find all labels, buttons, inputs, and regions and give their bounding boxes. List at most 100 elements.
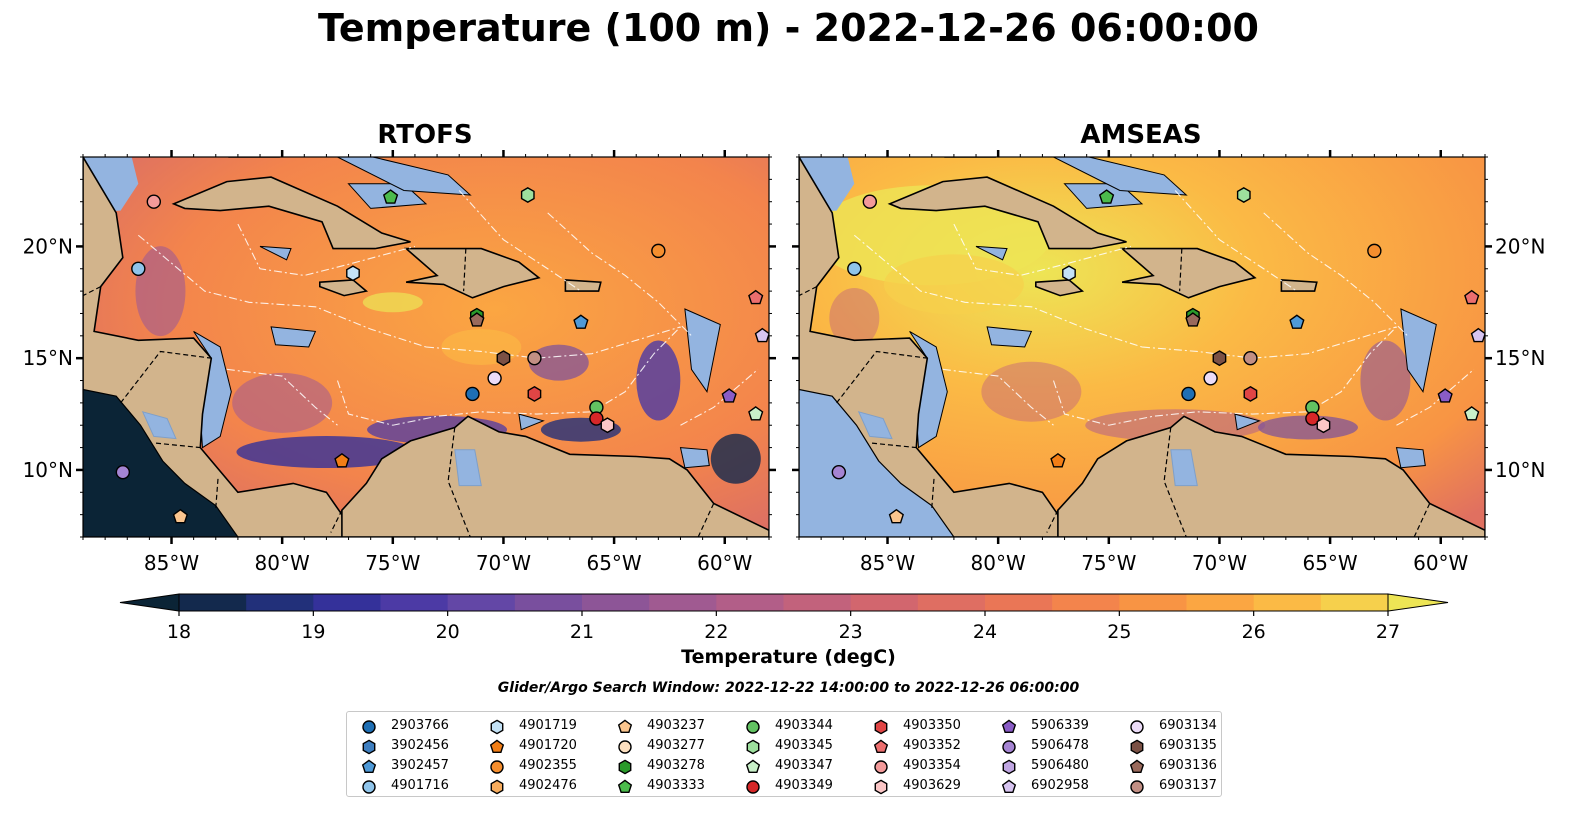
lon-tick-label: 70°W [476,551,531,575]
legend-label: 4903347 [775,758,833,773]
profile-marker-4902355 [1367,243,1382,259]
shallow-bank [337,157,472,196]
colorbar-segment [179,594,247,611]
colorbar-segment [716,594,784,611]
profile-marker-2903766 [465,386,480,402]
legend-marker [490,719,504,735]
shallow-bank [1400,308,1437,393]
legend-marker [1001,779,1017,794]
colorbar-label: Temperature (degC) [681,646,896,668]
profile-marker-6903136 [469,312,485,327]
legend-marker [1130,720,1144,734]
temperature-anomaly [362,292,423,313]
pacific-coast [83,388,239,537]
circle-marker-icon [874,760,888,774]
profile-marker-4903237 [888,508,904,524]
circle-marker-icon [618,740,632,754]
temperature-anomaly [135,246,186,337]
eez-boundary [425,326,681,359]
colorbar-tick-label: 26 [1242,621,1266,643]
legend-label: 4903333 [647,778,705,793]
profile-marker-4901716 [847,261,862,276]
land-jamaica [319,279,369,297]
map-panel-amseas: 85°W 80°W 75°W 70°W 65°W 60°W 20°N 15°N 10°N [792,150,1545,575]
legend-marker [617,719,633,734]
legend-marker [1129,759,1145,774]
country-border [697,503,715,537]
shallow-bank [1395,447,1426,469]
legend-label: 2903766 [391,718,449,733]
profile-marker-6903134 [487,371,502,386]
colorbar-segment [1320,594,1389,611]
colorbar-segment [1052,594,1120,611]
lon-tick-label: 60°W [1413,551,1468,575]
colorbar-tick-label: 25 [1107,621,1131,643]
pentagon-marker-icon [873,739,889,754]
country-border [120,350,212,404]
map-frame [82,156,770,538]
land-southAm [341,415,769,537]
profile-marker-6902958 [754,327,769,343]
country-border [1046,509,1059,533]
temperature-anomaly [710,433,761,484]
land-puertoRico [564,279,602,292]
hexagon-marker-icon [746,739,760,755]
profile-marker-4902355 [651,243,666,259]
colorbar-segment [850,594,919,611]
eez-boundary [942,368,1054,426]
profile-marker-4903349 [589,411,604,426]
country-border [836,350,928,404]
profile-marker-6903135 [496,350,511,367]
eez-boundary [547,212,692,337]
legend-label: 4903349 [775,778,833,793]
lon-tick-label: 75°W [365,551,420,575]
pentagon-marker-icon [1001,719,1017,734]
legend-marker [1002,740,1016,754]
legend-marker [873,739,889,754]
profile-marker-4903629 [1316,417,1331,434]
legend-marker [746,720,760,734]
eez-boundary [953,223,1132,277]
pacific-coast [799,388,955,537]
country-border [463,248,467,292]
eez-boundary [1396,368,1475,426]
panel-title-amseas: AMSEAS [1080,120,1202,150]
legend-label: 6903137 [1159,778,1217,793]
lat-tick-label: 10°N [23,458,73,482]
legend-marker [1002,759,1016,775]
profile-marker-4903237 [172,508,188,524]
lat-tick-label: 15°N [23,346,73,370]
profile-marker-4903349 [1305,411,1320,426]
profile-marker-4901720 [334,452,350,468]
lon-tick-label: 70°W [1192,551,1247,575]
circle-marker-icon [490,760,504,774]
lon-tick-label: 85°W [144,551,199,575]
colorbar-segment [246,594,314,611]
land-hispaniola [403,247,541,299]
temperature-anomaly [883,254,1024,315]
shallow-bank [518,413,545,431]
legend-label: 4903629 [903,778,961,793]
hexagon-marker-icon [1002,759,1016,775]
land-puertoRico [1280,279,1318,292]
colorbar-segment [1253,594,1322,611]
profile-marker-4903333 [382,189,399,204]
profile-marker-4903333 [1098,189,1115,204]
country-border [799,286,817,297]
eez-boundary [680,368,759,426]
legend-label: 4903350 [903,718,961,733]
temperature-anomaly [232,372,333,433]
legend-label: 4901720 [519,738,577,753]
lon-tick-label: 65°W [1302,551,1357,575]
lon-tick-label: 65°W [586,551,641,575]
eez-boundary [853,234,1143,348]
profile-marker-6902958 [1470,327,1485,343]
colorbar: 18 19 20 21 22 23 24 25 26 27 [119,593,1449,643]
colorbar-tick-label: 19 [301,621,325,643]
circle-marker-icon [1130,720,1144,734]
legend-marker [874,719,888,735]
panel-title-rtofs: RTOFS [377,120,473,150]
profile-marker-2903766 [1181,386,1196,402]
shallow-bank [684,308,721,393]
